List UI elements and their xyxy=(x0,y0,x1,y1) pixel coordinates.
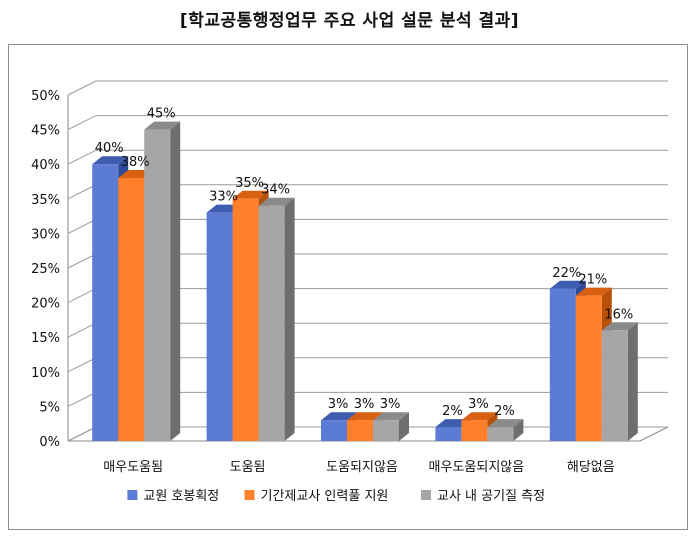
y-tick-label: 40% xyxy=(31,158,60,173)
data-label: 16% xyxy=(604,307,633,322)
bar-front xyxy=(118,178,145,442)
data-label: 22% xyxy=(552,266,581,281)
gridline xyxy=(67,115,668,131)
bar-side xyxy=(513,419,524,441)
y-tick-label: 5% xyxy=(39,400,60,415)
data-label: 33% xyxy=(209,190,238,205)
bar-top xyxy=(575,287,612,296)
bar-top xyxy=(258,197,295,206)
bar xyxy=(258,197,295,441)
bar xyxy=(487,419,524,441)
bar-front xyxy=(461,420,488,441)
bars xyxy=(92,121,638,442)
data-label: 35% xyxy=(235,176,264,191)
y-tick-labels: 0% 5% 10% 15% 20% 25% 30% 35% 40% 45% 50% xyxy=(31,89,60,450)
bar-top xyxy=(461,412,498,421)
bar xyxy=(144,121,181,441)
data-label: 3% xyxy=(354,397,375,412)
bar-side xyxy=(399,412,409,441)
bar-top xyxy=(373,412,409,421)
data-label: 21% xyxy=(578,273,607,288)
data-label: 40% xyxy=(95,141,124,156)
y-tick-label: 35% xyxy=(31,193,60,208)
bar-top xyxy=(601,322,638,331)
x-tick-label: 매우도움되지않음 xyxy=(429,460,525,475)
y-tick-label: 0% xyxy=(39,435,60,450)
bar-front xyxy=(232,198,259,441)
bar-front xyxy=(487,427,514,441)
bar-front xyxy=(435,427,462,441)
legend-swatch xyxy=(244,490,255,500)
bar-side xyxy=(627,322,638,441)
y-tick-label: 45% xyxy=(31,124,60,139)
y-tick-label: 25% xyxy=(31,262,60,277)
data-label: 3% xyxy=(468,397,489,412)
bar-front xyxy=(601,330,628,441)
bar-top xyxy=(549,280,586,289)
x-tick-label: 해당없음 xyxy=(567,460,615,475)
x-tick-label: 도움됨 xyxy=(230,460,266,475)
legend-label: 기간제교사 인력풀 지원 xyxy=(261,489,389,504)
data-label: 2% xyxy=(442,404,463,419)
bar xyxy=(373,412,409,441)
chart-title: [학교공통행정업무 주요 사업 설문 분석 결과] xyxy=(179,11,520,31)
y-tick-label: 20% xyxy=(31,297,60,312)
x-tick-labels: 매우도움됨 도움됨 도움되지않음 매우도움되지않음 해당없음 xyxy=(103,460,614,475)
bar xyxy=(601,322,638,441)
bar-top xyxy=(92,156,129,165)
y-tick-label: 15% xyxy=(31,331,60,346)
legend-label: 교사 내 공기질 측정 xyxy=(437,489,545,504)
data-label: 38% xyxy=(121,155,150,170)
bar-side xyxy=(284,197,295,441)
bar-front xyxy=(321,420,347,441)
data-label: 2% xyxy=(494,404,515,419)
legend-item: 기간제교사 인력풀 지원 xyxy=(244,489,389,504)
legend-swatch xyxy=(421,490,431,500)
bar-front xyxy=(347,420,373,441)
bar-top xyxy=(232,190,269,199)
x-tick-label: 매우도움됨 xyxy=(103,460,163,475)
bar-front xyxy=(144,129,171,441)
data-labels: 40%38% 45% 33%35%34% 3% 3% 3% 2% 3% 2% 22%21% 16% xyxy=(95,107,634,420)
y-tick-label: 50% xyxy=(31,89,60,104)
legend-item: 교원 호봉획정 xyxy=(127,489,219,504)
bar-front xyxy=(373,420,399,441)
gridline xyxy=(67,80,668,96)
x-tick-label: 도움되지않음 xyxy=(326,460,398,475)
data-label: 3% xyxy=(328,397,349,412)
bar-top xyxy=(321,412,357,421)
bar-top xyxy=(487,419,524,428)
gridline xyxy=(67,149,668,165)
bar-top xyxy=(144,121,181,130)
bar-front xyxy=(549,288,576,441)
data-label: 3% xyxy=(380,397,401,412)
y-tick-label: 30% xyxy=(31,227,60,242)
bar-front xyxy=(92,164,119,441)
bar-top xyxy=(347,412,383,421)
legend: 교원 호봉획정 기간제교사 인력풀 지원 교사 내 공기질 측정 xyxy=(127,489,545,504)
bar-front xyxy=(575,295,602,441)
bar-front xyxy=(258,205,285,441)
bar-side xyxy=(170,121,181,441)
bar-front xyxy=(206,212,233,441)
data-label: 34% xyxy=(261,183,290,198)
legend-item: 교사 내 공기질 측정 xyxy=(421,489,545,504)
y-tick-label: 10% xyxy=(31,366,60,381)
legend-label: 교원 호봉획정 xyxy=(143,489,219,504)
data-label: 45% xyxy=(147,107,176,122)
legend-swatch xyxy=(127,490,138,500)
